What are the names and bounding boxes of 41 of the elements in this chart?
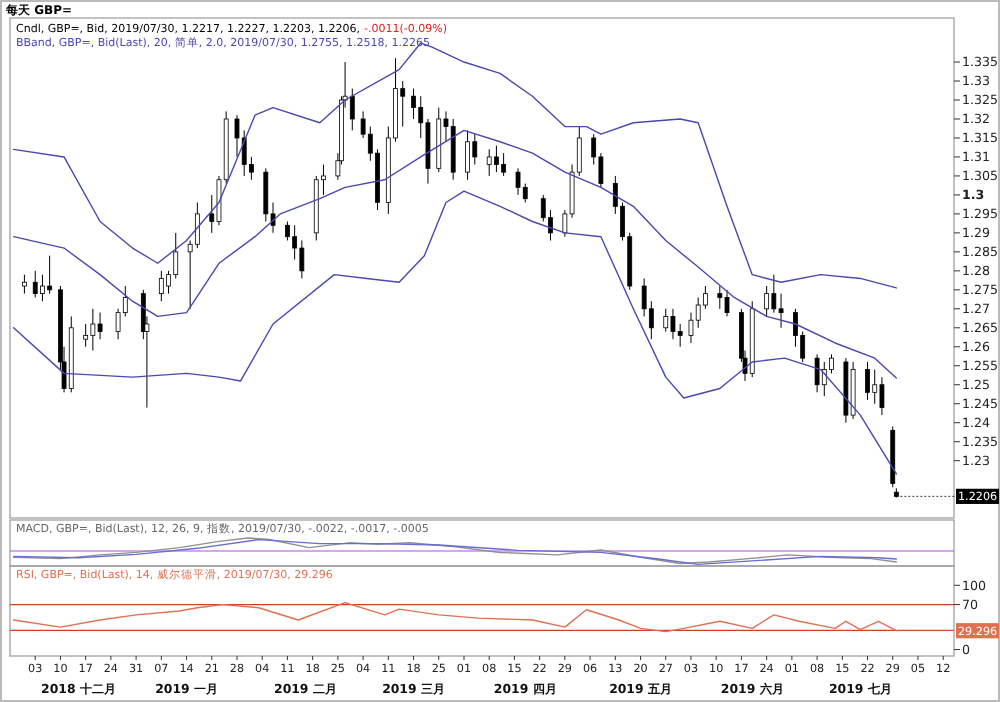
candlestick: [764, 285, 770, 317]
candlestick: [879, 376, 885, 416]
candlestick: [299, 239, 305, 279]
candlestick: [486, 148, 492, 177]
candlestick: [158, 270, 164, 302]
candlestick: [465, 129, 470, 181]
candlestick: [688, 312, 694, 344]
candlestick: [724, 289, 730, 317]
candlestick: [411, 88, 416, 120]
candlestick: [695, 296, 701, 329]
candlestick: [90, 308, 96, 352]
candlestick: [872, 369, 878, 405]
candlestick: [47, 255, 53, 295]
candlestick: [22, 274, 27, 295]
line-series: [12, 190, 898, 475]
candlestick: [97, 312, 103, 340]
candlestick: [494, 145, 499, 173]
candlestick: [173, 232, 179, 279]
candlestick: [32, 270, 38, 298]
candlestick: [501, 152, 507, 177]
candlestick: [263, 167, 269, 222]
candlestick: [40, 274, 45, 302]
candlestick: [865, 361, 870, 401]
candlestick: [515, 167, 521, 196]
candlestick: [778, 293, 784, 329]
candlestick: [814, 353, 820, 393]
candlestick: [850, 361, 856, 420]
candlestick: [771, 274, 777, 314]
candlestick: [285, 220, 290, 241]
candlestick: [663, 308, 669, 333]
candlestick: [194, 202, 200, 249]
candlestick: [450, 118, 456, 181]
line-series: [12, 129, 898, 379]
candlestick: [717, 285, 723, 310]
candlestick: [349, 88, 355, 131]
candlestick: [670, 308, 676, 340]
candlestick: [821, 361, 827, 397]
candlestick: [83, 323, 89, 348]
candlestick: [472, 133, 478, 166]
candlestick: [234, 114, 240, 158]
candlestick: [677, 323, 683, 348]
